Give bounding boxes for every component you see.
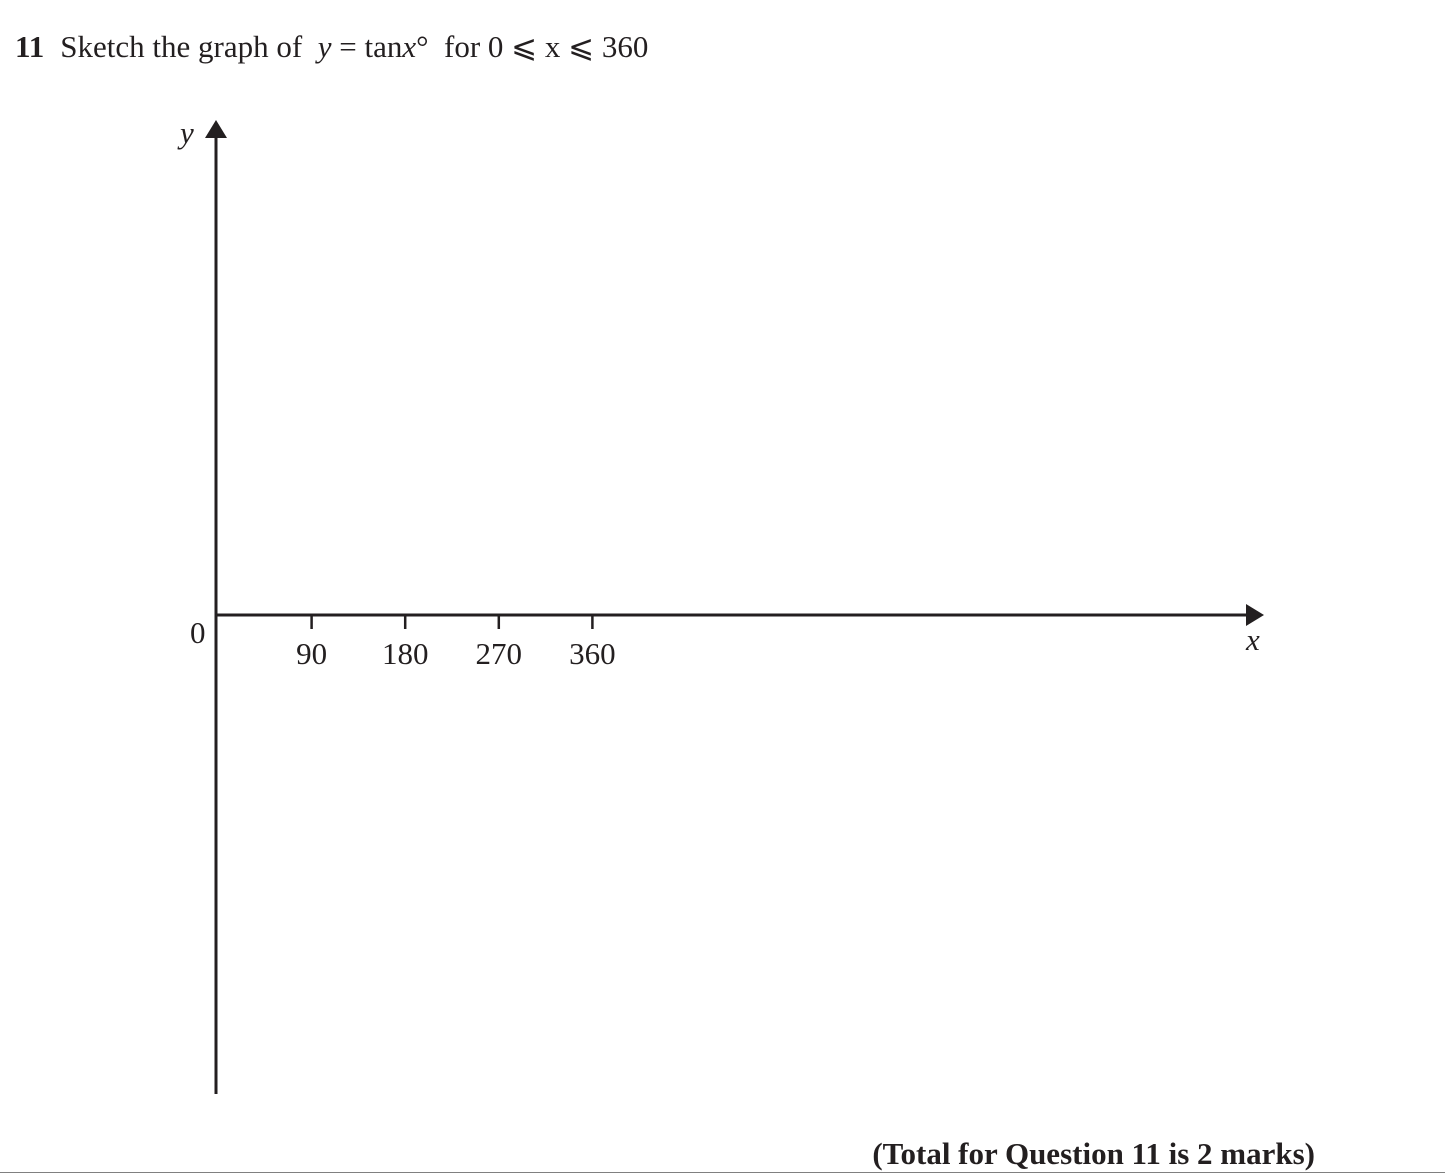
x-tick-label-360: 360: [569, 636, 616, 671]
x-axis-arrowhead: [1246, 604, 1264, 626]
question-number: 11: [15, 29, 45, 64]
x-axis-ticks: 90 180 270 360: [296, 615, 616, 671]
question-equation: y = tanx°: [317, 29, 429, 64]
sketch-axes: y x 0 90 180 270 360: [177, 115, 1264, 1094]
question-prompt: Sketch the graph of: [60, 29, 303, 64]
x-tick-label-270: 270: [476, 636, 523, 671]
x-tick-label-90: 90: [296, 636, 327, 671]
page-divider: [0, 1172, 1445, 1173]
y-axis-label: y: [177, 115, 194, 150]
origin-label: 0: [190, 615, 206, 650]
question-text: 11 Sketch the graph of y = tanx° for 0 ⩽ …: [15, 28, 648, 66]
total-marks: (Total for Question 11 is 2 marks): [872, 1136, 1315, 1171]
x-axis-label: x: [1245, 622, 1260, 657]
question-range: for 0 ⩽ x ⩽ 360: [444, 29, 649, 64]
y-axis-arrowhead: [205, 120, 227, 138]
x-tick-label-180: 180: [382, 636, 429, 671]
